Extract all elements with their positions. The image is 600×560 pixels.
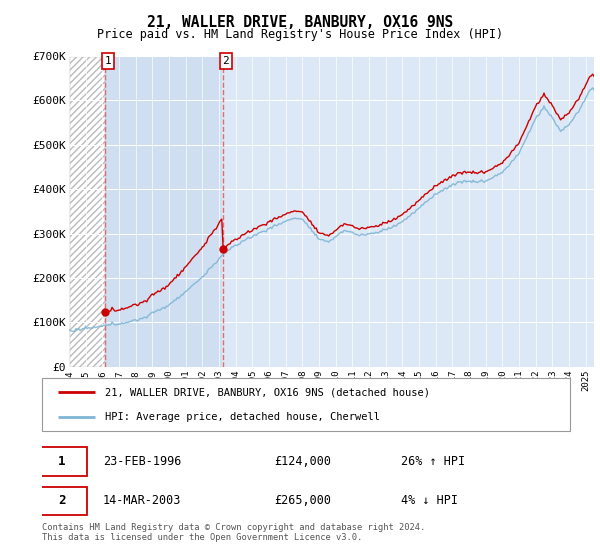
Text: 21, WALLER DRIVE, BANBURY, OX16 9NS (detached house): 21, WALLER DRIVE, BANBURY, OX16 9NS (det… [106, 388, 430, 398]
Text: 14-MAR-2003: 14-MAR-2003 [103, 494, 181, 507]
Text: £124,000: £124,000 [274, 455, 331, 468]
Text: 1: 1 [58, 455, 65, 468]
Text: 1: 1 [104, 56, 111, 66]
Bar [104, 56, 223, 367]
Text: Contains HM Land Registry data © Crown copyright and database right 2024.
This d: Contains HM Land Registry data © Crown c… [42, 522, 425, 542]
Text: 21, WALLER DRIVE, BANBURY, OX16 9NS: 21, WALLER DRIVE, BANBURY, OX16 9NS [147, 15, 453, 30]
Text: 4% ↓ HPI: 4% ↓ HPI [401, 494, 458, 507]
FancyBboxPatch shape [42, 378, 570, 431]
Text: £265,000: £265,000 [274, 494, 331, 507]
Text: 23-FEB-1996: 23-FEB-1996 [103, 455, 181, 468]
Text: HPI: Average price, detached house, Cherwell: HPI: Average price, detached house, Cher… [106, 412, 380, 422]
Text: 26% ↑ HPI: 26% ↑ HPI [401, 455, 465, 468]
Text: Price paid vs. HM Land Registry's House Price Index (HPI): Price paid vs. HM Land Registry's House … [97, 28, 503, 41]
FancyBboxPatch shape [37, 447, 87, 475]
FancyBboxPatch shape [37, 487, 87, 515]
Text: 2: 2 [58, 494, 65, 507]
Bar [69, 56, 104, 367]
Text: 2: 2 [223, 56, 229, 66]
